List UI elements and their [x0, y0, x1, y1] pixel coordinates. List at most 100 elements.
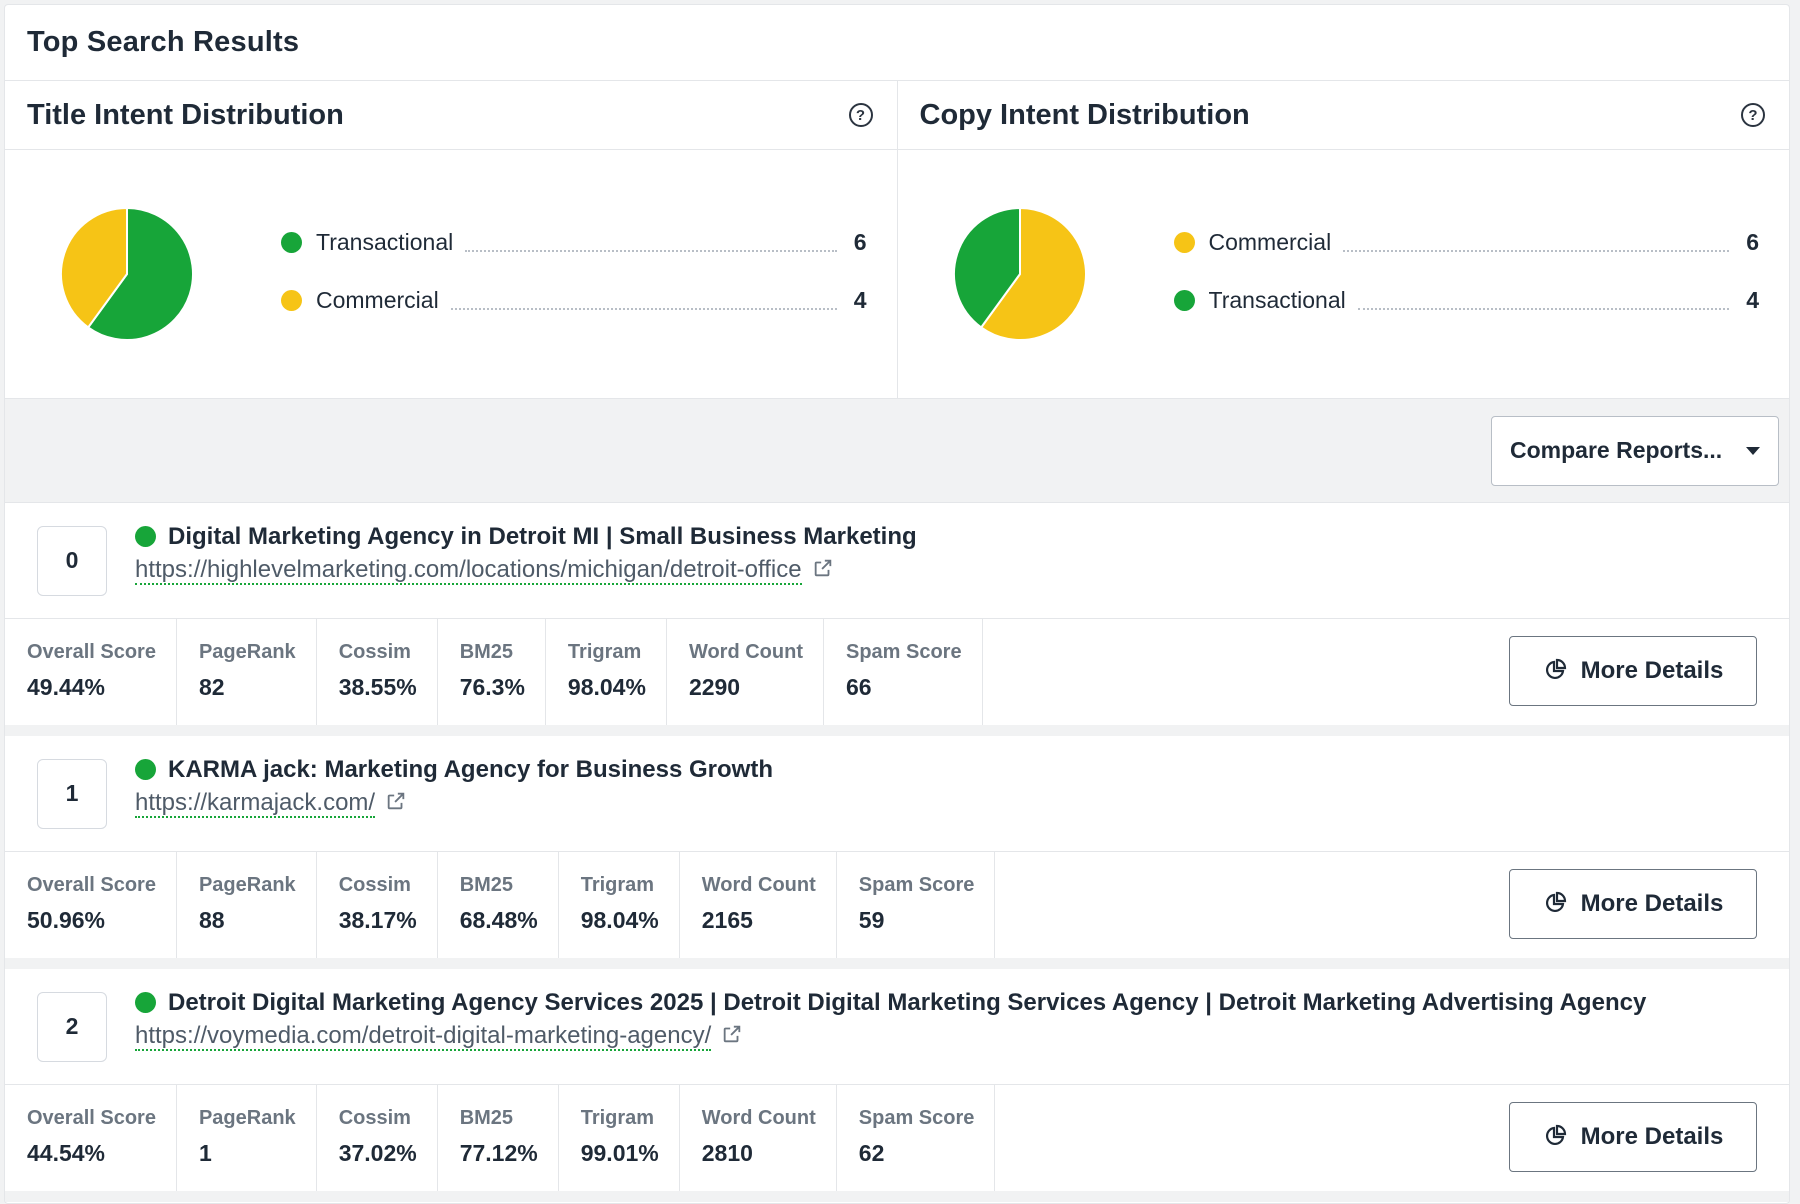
- metric-pagerank: PageRank 1: [177, 1085, 317, 1191]
- result-url-link[interactable]: https://voymedia.com/detroit-digital-mar…: [135, 1021, 712, 1051]
- metric-value: 2165: [701, 907, 753, 933]
- metric-label: Spam Score: [845, 641, 962, 663]
- legend-label: Transactional: [316, 228, 454, 255]
- result-url-link[interactable]: https://karmajack.com/: [135, 788, 376, 818]
- metric-overall-score: Overall Score 44.54%: [5, 1085, 177, 1191]
- metric-label: Word Count: [688, 641, 803, 663]
- result-title: Digital Marketing Agency in Detroit MI |…: [168, 522, 917, 550]
- result-row: 1 KARMA jack: Marketing Agency for Busin…: [5, 736, 1789, 969]
- metric-label: Cossim: [338, 641, 411, 663]
- title-intent-header: Title Intent Distribution ?: [5, 81, 897, 150]
- pie-slice-commercial: [60, 206, 128, 329]
- legend-leader-line: [450, 308, 837, 310]
- more-details-button[interactable]: More Details: [1509, 636, 1757, 706]
- metric-value: 2290: [688, 674, 741, 700]
- title-intent-card: Title Intent Distribution ? Transactiona…: [5, 81, 897, 398]
- legend-dot-icon: [1173, 289, 1195, 311]
- metric-bm25: BM25 76.3%: [438, 619, 546, 725]
- legend-dot-icon: [1173, 231, 1195, 253]
- copy-intent-body: Commercial 6 Transactional 4: [898, 150, 1790, 398]
- legend-item-commercial: Commercial 6: [1173, 228, 1759, 256]
- metric-value: 99.01%: [580, 1140, 659, 1166]
- metric-label: Cossim: [338, 874, 411, 896]
- result-header: 1 KARMA jack: Marketing Agency for Busin…: [5, 736, 1789, 852]
- copy-intent-header: Copy Intent Distribution ?: [897, 81, 1789, 150]
- metric-label: PageRank: [198, 1107, 296, 1129]
- result-row: 0 Digital Marketing Agency in Detroit MI…: [5, 503, 1789, 736]
- metric-cossim: Cossim 38.17%: [317, 852, 438, 958]
- metric-value: 38.55%: [338, 674, 417, 700]
- result-header: 2 Detroit Digital Marketing Agency Servi…: [5, 969, 1789, 1085]
- pie-slice-transactional: [952, 206, 1021, 329]
- rank-badge: 1: [37, 758, 107, 829]
- result-title-line: Detroit Digital Marketing Agency Service…: [135, 989, 1646, 1017]
- metric-cossim: Cossim 38.55%: [317, 619, 438, 725]
- legend-dot-icon: [281, 289, 302, 311]
- toolbar-strip: Compare Reports...: [5, 399, 1789, 503]
- metric-value: 2810: [701, 1140, 753, 1166]
- copy-intent-card: Copy Intent Distribution ? Commercial 6 …: [896, 81, 1790, 398]
- legend-leader-line: [465, 250, 837, 252]
- metric-label: BM25: [459, 874, 514, 896]
- legend-dot-icon: [281, 231, 302, 253]
- result-title-line: KARMA jack: Marketing Agency for Busines…: [135, 756, 773, 784]
- legend-count: 4: [1746, 286, 1759, 313]
- metric-trigram: Trigram 99.01%: [559, 1085, 680, 1191]
- metrics-row: Overall Score 44.54% PageRank 1 Cossim 3…: [5, 1085, 1789, 1191]
- metric-overall-score: Overall Score 50.96%: [5, 852, 177, 958]
- copy-intent-pie-chart: [952, 206, 1087, 341]
- intent-distribution-row: Title Intent Distribution ? Transactiona…: [5, 81, 1789, 399]
- help-icon[interactable]: ?: [848, 103, 873, 127]
- metric-spam-score: Spam Score 66: [824, 619, 983, 725]
- external-link-icon[interactable]: [375, 790, 407, 817]
- result-url-line: https://voymedia.com/detroit-digital-mar…: [135, 1021, 1646, 1051]
- result-text: Detroit Digital Marketing Agency Service…: [135, 989, 1646, 1051]
- metric-bm25: BM25 68.48%: [438, 852, 559, 958]
- metric-value: 59: [858, 907, 885, 933]
- metric-value: 77.12%: [459, 1140, 538, 1166]
- metric-word-count: Word Count 2810: [680, 1085, 837, 1191]
- copy-intent-legend: Commercial 6 Transactional 4: [1173, 228, 1759, 314]
- result-title-line: Digital Marketing Agency in Detroit MI |…: [135, 523, 917, 551]
- metric-value: 38.17%: [338, 907, 417, 933]
- top-search-results-panel: Top Search Results Title Intent Distribu…: [4, 4, 1790, 1204]
- legend-count: 4: [853, 286, 867, 313]
- more-details-label: More Details: [1580, 657, 1724, 684]
- caret-down-icon: [1746, 446, 1760, 455]
- compare-reports-dropdown[interactable]: Compare Reports...: [1491, 415, 1779, 486]
- result-row: 2 Detroit Digital Marketing Agency Servi…: [5, 969, 1789, 1202]
- status-dot-icon: [135, 992, 156, 1013]
- legend-label: Commercial: [316, 286, 439, 313]
- metrics-row: Overall Score 49.44% PageRank 82 Cossim …: [5, 619, 1789, 725]
- metric-label: Trigram: [580, 1107, 655, 1129]
- external-link-icon[interactable]: [802, 557, 834, 584]
- metric-label: Overall Score: [27, 641, 156, 663]
- metric-label: Word Count: [701, 874, 816, 896]
- help-icon[interactable]: ?: [1741, 103, 1765, 127]
- metric-value: 1: [198, 1140, 212, 1166]
- metric-label: BM25: [459, 1107, 514, 1129]
- metric-label: BM25: [459, 641, 514, 663]
- metrics-row: Overall Score 50.96% PageRank 88 Cossim …: [5, 852, 1789, 958]
- metric-value: 37.02%: [338, 1140, 417, 1166]
- title-intent-pie-chart: [60, 206, 194, 341]
- more-details-button[interactable]: More Details: [1509, 869, 1757, 939]
- title-intent-title: Title Intent Distribution: [27, 98, 344, 131]
- title-intent-legend: Transactional 6 Commercial 4: [281, 228, 867, 314]
- metric-label: Spam Score: [858, 1107, 975, 1129]
- legend-item-transactional: Transactional 6: [281, 228, 867, 256]
- metric-value: 50.96%: [27, 907, 106, 933]
- metric-value: 66: [845, 674, 872, 700]
- more-details-button[interactable]: More Details: [1509, 1102, 1757, 1172]
- result-url-line: https://highlevelmarketing.com/locations…: [135, 555, 917, 585]
- external-link-icon[interactable]: [711, 1023, 743, 1050]
- metric-pagerank: PageRank 82: [177, 619, 317, 725]
- result-url-link[interactable]: https://highlevelmarketing.com/locations…: [135, 555, 802, 585]
- page-title: Top Search Results: [27, 26, 300, 58]
- metric-label: Overall Score: [27, 874, 156, 896]
- copy-intent-title: Copy Intent Distribution: [919, 98, 1250, 131]
- status-dot-icon: [135, 526, 156, 547]
- legend-label: Transactional: [1208, 286, 1346, 313]
- metric-label: Overall Score: [27, 1107, 156, 1129]
- metric-value: 76.3%: [459, 674, 525, 700]
